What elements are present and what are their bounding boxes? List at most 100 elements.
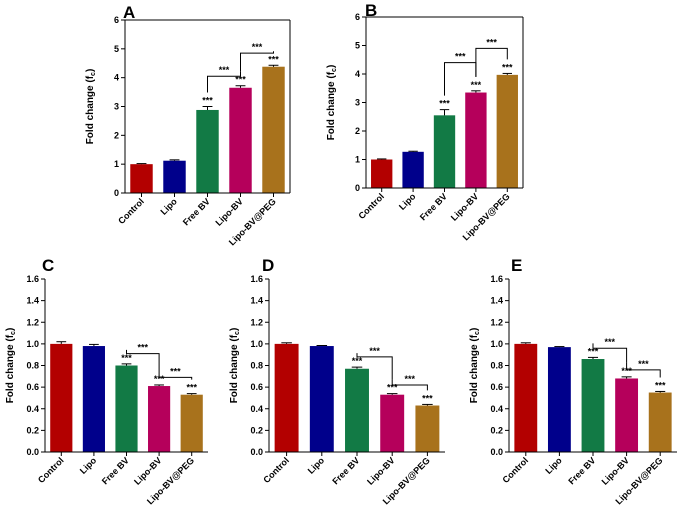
- bar-significance-label: ***: [352, 356, 363, 366]
- bar-free-bv: [581, 359, 605, 452]
- bar-lipo-bv: [380, 394, 405, 452]
- bracket-label: ***: [605, 337, 616, 347]
- bar-significance-label: ***: [268, 54, 279, 64]
- x-tick-label: Control: [261, 455, 291, 485]
- significance-bracket: [158, 370, 193, 380]
- y-tick-label: 1.4: [26, 296, 39, 306]
- y-axis-label-sub: c: [10, 331, 17, 335]
- bar-lipo: [309, 346, 334, 452]
- x-tick-label: Control: [356, 191, 386, 221]
- x-tick-label: Lipo: [397, 191, 418, 212]
- bar-lipo: [163, 160, 186, 193]
- bracket-label: ***: [455, 52, 466, 62]
- bar-control: [50, 343, 73, 452]
- y-tick-label: 0.0: [490, 447, 503, 457]
- x-tick-label: Lipo: [78, 455, 99, 476]
- y-axis-label-sub: c: [474, 331, 481, 335]
- bar-lipo-bv: [148, 386, 171, 452]
- chart-panel-a: A Fold change (fc) 0 1 2 3 4 5 6 Control Lipo *** Fr…: [85, 3, 291, 247]
- significance-bracket: [391, 379, 428, 391]
- y-axis-label-main: Fold change (f: [85, 75, 96, 144]
- chart-panel-e: E Fold change (fc) 0.0 0.2 0.4 0.6 0.8 1.0 1.2 1.…: [469, 256, 677, 506]
- panel-letter: B: [365, 1, 377, 20]
- bar-lipo-bv: [465, 92, 487, 188]
- y-tick-label: 1.0: [490, 339, 503, 349]
- chart-panel-c: C Fold change (fc) 0.0 0.2 0.4 0.6 0.8 1.0 1.2 1.…: [5, 256, 208, 506]
- bar-lipo: [82, 346, 105, 452]
- y-axis-label-main: Fold change (f: [326, 71, 337, 140]
- bar-significance-label: ***: [202, 96, 213, 106]
- y-tick-label: 1.0: [250, 339, 263, 349]
- y-tick-label: 0.8: [250, 361, 263, 371]
- bar-free-bv: [433, 115, 456, 188]
- y-tick-label: 6: [355, 12, 360, 22]
- bar-control: [130, 164, 153, 193]
- x-tick-label: Free BV: [566, 455, 597, 486]
- y-tick-label: 0: [355, 183, 360, 193]
- y-tick-label: 3: [114, 102, 119, 112]
- bar-control: [274, 343, 299, 452]
- x-tick-label: Control: [36, 455, 66, 485]
- x-tick-label: Lipo-BV: [365, 455, 396, 486]
- bar-significance-label: ***: [121, 353, 132, 363]
- y-tick-label: 0.8: [490, 361, 503, 371]
- x-tick-label: Lipo-BV: [600, 455, 631, 486]
- y-tick-label: 1.6: [26, 274, 39, 284]
- y-tick-label: 0: [114, 188, 119, 198]
- bar-significance-label: ***: [154, 374, 165, 384]
- y-axis-label: Fold change (fc): [229, 328, 241, 404]
- y-tick-label: 0.2: [250, 425, 263, 435]
- y-axis-label-end: ): [326, 65, 337, 68]
- significance-bracket: [207, 71, 241, 93]
- y-axis-label-sub: c: [90, 72, 97, 76]
- panel-letter: A: [123, 3, 135, 22]
- y-tick-label: 0.4: [26, 404, 39, 414]
- bar-significance-label: ***: [502, 62, 513, 72]
- significance-bracket: [475, 47, 508, 77]
- bar-lipo-bv-peg: [180, 394, 203, 452]
- x-tick-label: Lipo-BV: [449, 191, 480, 222]
- bracket-label: ***: [369, 346, 380, 356]
- y-tick-label: 0.6: [490, 382, 503, 392]
- y-tick-label: 1.2: [26, 317, 39, 327]
- significance-bracket: [240, 51, 274, 72]
- y-axis-label-end: ): [469, 328, 480, 331]
- significance-bracket: [592, 343, 628, 363]
- y-axis-label-sub: c: [234, 331, 241, 335]
- bar-free-bv: [196, 109, 219, 193]
- y-axis-label-end: ): [5, 328, 16, 331]
- bar-lipo-bv: [615, 378, 639, 452]
- y-axis-label-end: ): [229, 328, 240, 331]
- y-tick-label: 4: [114, 73, 119, 83]
- y-tick-label: 2: [355, 126, 360, 136]
- y-axis-label: Fold change (fc): [326, 65, 338, 141]
- bracket-label: ***: [405, 374, 416, 384]
- y-tick-label: 1.4: [250, 296, 263, 306]
- x-tick-label: Lipo-BV: [132, 455, 163, 486]
- x-tick-label: Lipo-BV: [213, 196, 244, 227]
- bar-lipo: [547, 347, 571, 452]
- bar-significance-label: ***: [439, 99, 450, 109]
- y-tick-label: 4: [355, 69, 360, 79]
- bar-free-bv: [115, 365, 138, 452]
- bar-significance-label: ***: [387, 383, 398, 393]
- bar-free-bv: [345, 368, 369, 452]
- y-axis-label-main: Fold change (f: [5, 334, 16, 403]
- y-axis-label: Fold change (fc): [469, 328, 481, 404]
- y-tick-label: 0.2: [26, 425, 39, 435]
- y-tick-label: 0.6: [250, 382, 263, 392]
- bracket-label: ***: [219, 65, 230, 75]
- bar-significance-label: ***: [588, 346, 599, 356]
- bracket-label: ***: [486, 37, 497, 47]
- y-axis-label-main: Fold change (f: [469, 334, 480, 403]
- y-tick-label: 5: [114, 44, 119, 54]
- y-tick-label: 1.2: [490, 317, 503, 327]
- significance-bracket: [126, 349, 160, 371]
- y-tick-label: 0.0: [250, 447, 263, 457]
- x-tick-label: Free BV: [100, 455, 131, 486]
- y-tick-label: 0.6: [26, 382, 39, 392]
- y-tick-label: 1: [355, 155, 360, 165]
- panel-letter: D: [262, 256, 274, 275]
- y-tick-label: 1.6: [490, 274, 503, 284]
